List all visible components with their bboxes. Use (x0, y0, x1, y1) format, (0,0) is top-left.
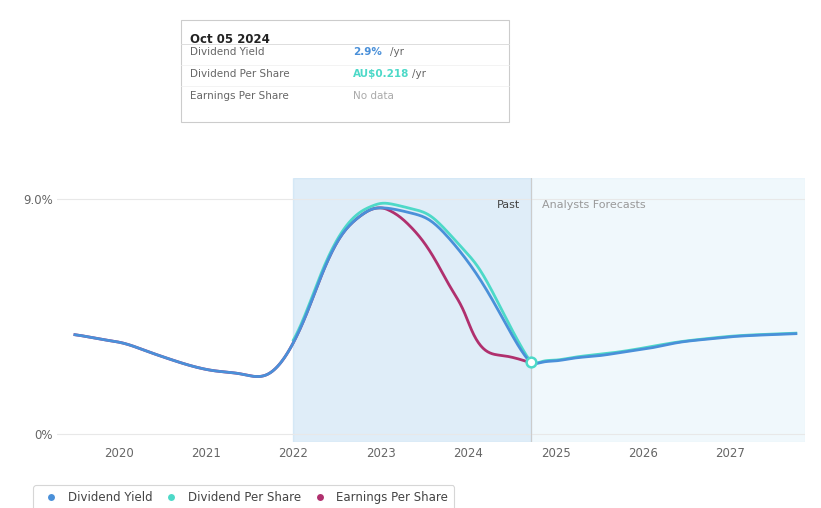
Text: 2.9%: 2.9% (353, 47, 382, 57)
Bar (293, 178, 531, 442)
Bar (531, 178, 805, 442)
Text: Past: Past (498, 201, 521, 210)
Text: /yr: /yr (390, 47, 404, 57)
Text: No data: No data (353, 91, 394, 101)
Text: Earnings Per Share: Earnings Per Share (190, 91, 289, 101)
Text: Dividend Per Share: Dividend Per Share (190, 69, 290, 79)
Legend: Dividend Yield, Dividend Per Share, Earnings Per Share: Dividend Yield, Dividend Per Share, Earn… (34, 485, 454, 508)
Text: Oct 05 2024: Oct 05 2024 (190, 33, 270, 46)
Text: AU$0.218: AU$0.218 (353, 69, 410, 79)
Text: /yr: /yr (412, 69, 426, 79)
Text: Analysts Forecasts: Analysts Forecasts (543, 201, 646, 210)
Text: Dividend Yield: Dividend Yield (190, 47, 265, 57)
